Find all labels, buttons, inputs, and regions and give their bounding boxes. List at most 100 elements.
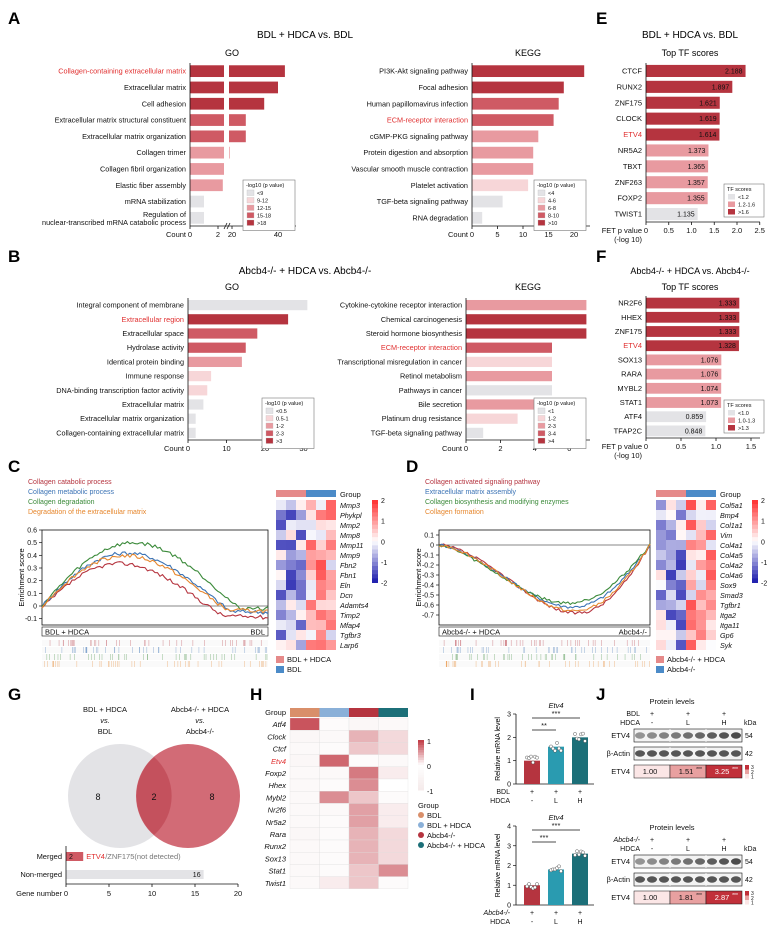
gsea-D: Collagen activated signaling pathway Extr… bbox=[414, 479, 651, 667]
bar-label: cGMP-PKG signaling pathway bbox=[370, 132, 468, 141]
quant-value: 1.81 bbox=[679, 893, 694, 902]
y-tick-label: 0 bbox=[507, 782, 511, 789]
gene-label: Nr5a2 bbox=[266, 818, 287, 827]
heat-cell bbox=[348, 876, 379, 889]
group-strip-cell bbox=[656, 490, 666, 497]
condition-value: + bbox=[554, 910, 558, 917]
tf-label: SOX13 bbox=[618, 355, 642, 364]
bar bbox=[188, 370, 212, 382]
heat-cell bbox=[348, 803, 379, 816]
heat-cell bbox=[326, 540, 336, 550]
gene-label: Mfap4 bbox=[340, 621, 360, 630]
scale-cell bbox=[372, 512, 378, 517]
heat-cell bbox=[676, 630, 686, 640]
scale-cell bbox=[752, 520, 758, 526]
heat-cell bbox=[286, 500, 296, 510]
blot-band bbox=[683, 732, 693, 739]
bar-label: RNA degradation bbox=[412, 213, 468, 222]
scale-cell bbox=[752, 504, 758, 509]
bar-label: Extracellular region bbox=[122, 315, 184, 324]
x-tick-label: 0 bbox=[188, 230, 192, 239]
legend-item: BDL bbox=[287, 665, 302, 674]
heat-cell bbox=[706, 510, 716, 520]
heat-cell bbox=[306, 580, 316, 590]
heat-cell bbox=[696, 610, 706, 620]
heat-cell bbox=[706, 640, 716, 650]
data-point bbox=[555, 741, 559, 745]
scale-cell bbox=[372, 508, 378, 513]
heat-cell bbox=[289, 717, 320, 731]
heat-cell bbox=[378, 815, 409, 828]
plot-title: Etv4 bbox=[548, 701, 563, 710]
legend-swatch bbox=[265, 430, 274, 437]
bar bbox=[472, 65, 585, 78]
heat-cell bbox=[316, 520, 326, 530]
y-tick-label: 4 bbox=[507, 824, 511, 831]
x-tick-label: 10 bbox=[148, 889, 156, 898]
heat-cell bbox=[696, 550, 706, 560]
scale-label: 2 bbox=[381, 498, 385, 505]
heat-cell bbox=[378, 742, 409, 755]
group-strip-cell bbox=[676, 490, 686, 497]
tf-value: 1.333 bbox=[719, 329, 737, 336]
panel-H-heatmap: Group Atf4 Clock Ctcf Etv4 Foxp2 Hhex Mybl2 Nr2f… bbox=[264, 708, 485, 889]
condition-label: Abcb4-/- bbox=[483, 910, 511, 917]
heat-cell bbox=[286, 520, 296, 530]
venn-overlap bbox=[136, 757, 172, 835]
band-label: ETV4 bbox=[611, 731, 630, 740]
heat-cell bbox=[706, 540, 716, 550]
heat-cell bbox=[686, 540, 696, 550]
bar-label: Transcriptional misregulation in cancer bbox=[337, 357, 462, 366]
heat-cell bbox=[378, 717, 409, 731]
bar bbox=[188, 413, 196, 424]
hit-track bbox=[439, 654, 650, 660]
blot-band bbox=[683, 876, 693, 883]
gsea-term: Collagen activated signaling pathway bbox=[425, 479, 541, 486]
y-tick-label: -0.1 bbox=[422, 553, 434, 560]
heat-cell bbox=[656, 600, 666, 610]
heat-cell bbox=[286, 600, 296, 610]
gene-label: Stat1 bbox=[268, 867, 286, 876]
x-tick-label: 0 bbox=[186, 444, 190, 453]
heat-cell bbox=[686, 640, 696, 650]
group-strip-cell bbox=[349, 708, 379, 717]
scale-label: -1 bbox=[761, 560, 767, 567]
panel-C-gsea: Collagen catabolic process Collagen metab… bbox=[17, 479, 387, 674]
scale-cell bbox=[752, 500, 758, 505]
heat-cell bbox=[348, 742, 379, 755]
count-label: Count bbox=[448, 230, 469, 239]
condition-label: BDL bbox=[496, 789, 510, 796]
x-tick-label: 1.0 bbox=[711, 442, 721, 451]
panel-F-subtitle: Top TF scores bbox=[662, 282, 719, 292]
x-tick-label: 1.5 bbox=[709, 226, 719, 235]
bar bbox=[190, 195, 204, 208]
heat-cell bbox=[348, 839, 379, 853]
group-bar bbox=[41, 626, 269, 637]
x-axis-label-2: (-log 10) bbox=[614, 451, 642, 460]
heat-cell bbox=[319, 778, 350, 792]
group-strip-cell bbox=[706, 490, 716, 497]
tf-value: 1.076 bbox=[701, 372, 719, 379]
heat-cell bbox=[696, 560, 706, 570]
bar-label: Extracellular matrix organization bbox=[82, 132, 186, 141]
x-tick-label: 20 bbox=[234, 889, 242, 898]
y-tick-label: -0.7 bbox=[422, 613, 434, 620]
group-strip-cell bbox=[319, 708, 349, 717]
merged-value: 2 bbox=[69, 854, 73, 861]
blot-band bbox=[671, 750, 681, 757]
heat-cell bbox=[306, 550, 316, 560]
heat-cell bbox=[296, 580, 306, 590]
heat-cell bbox=[706, 620, 716, 630]
heat-cell bbox=[276, 580, 286, 590]
scale-cell bbox=[372, 566, 378, 571]
tf-value: 1.073 bbox=[701, 400, 719, 407]
scale-label: 3 bbox=[751, 765, 754, 771]
heat-cell bbox=[696, 580, 706, 590]
legend-item: <0.5 bbox=[276, 409, 287, 415]
heat-cell bbox=[676, 570, 686, 580]
blot-band bbox=[659, 858, 669, 865]
scale-cell bbox=[745, 774, 749, 779]
heat-cell bbox=[316, 600, 326, 610]
data-point bbox=[559, 869, 563, 873]
bar-label: Human papillomavirus infection bbox=[367, 99, 468, 108]
